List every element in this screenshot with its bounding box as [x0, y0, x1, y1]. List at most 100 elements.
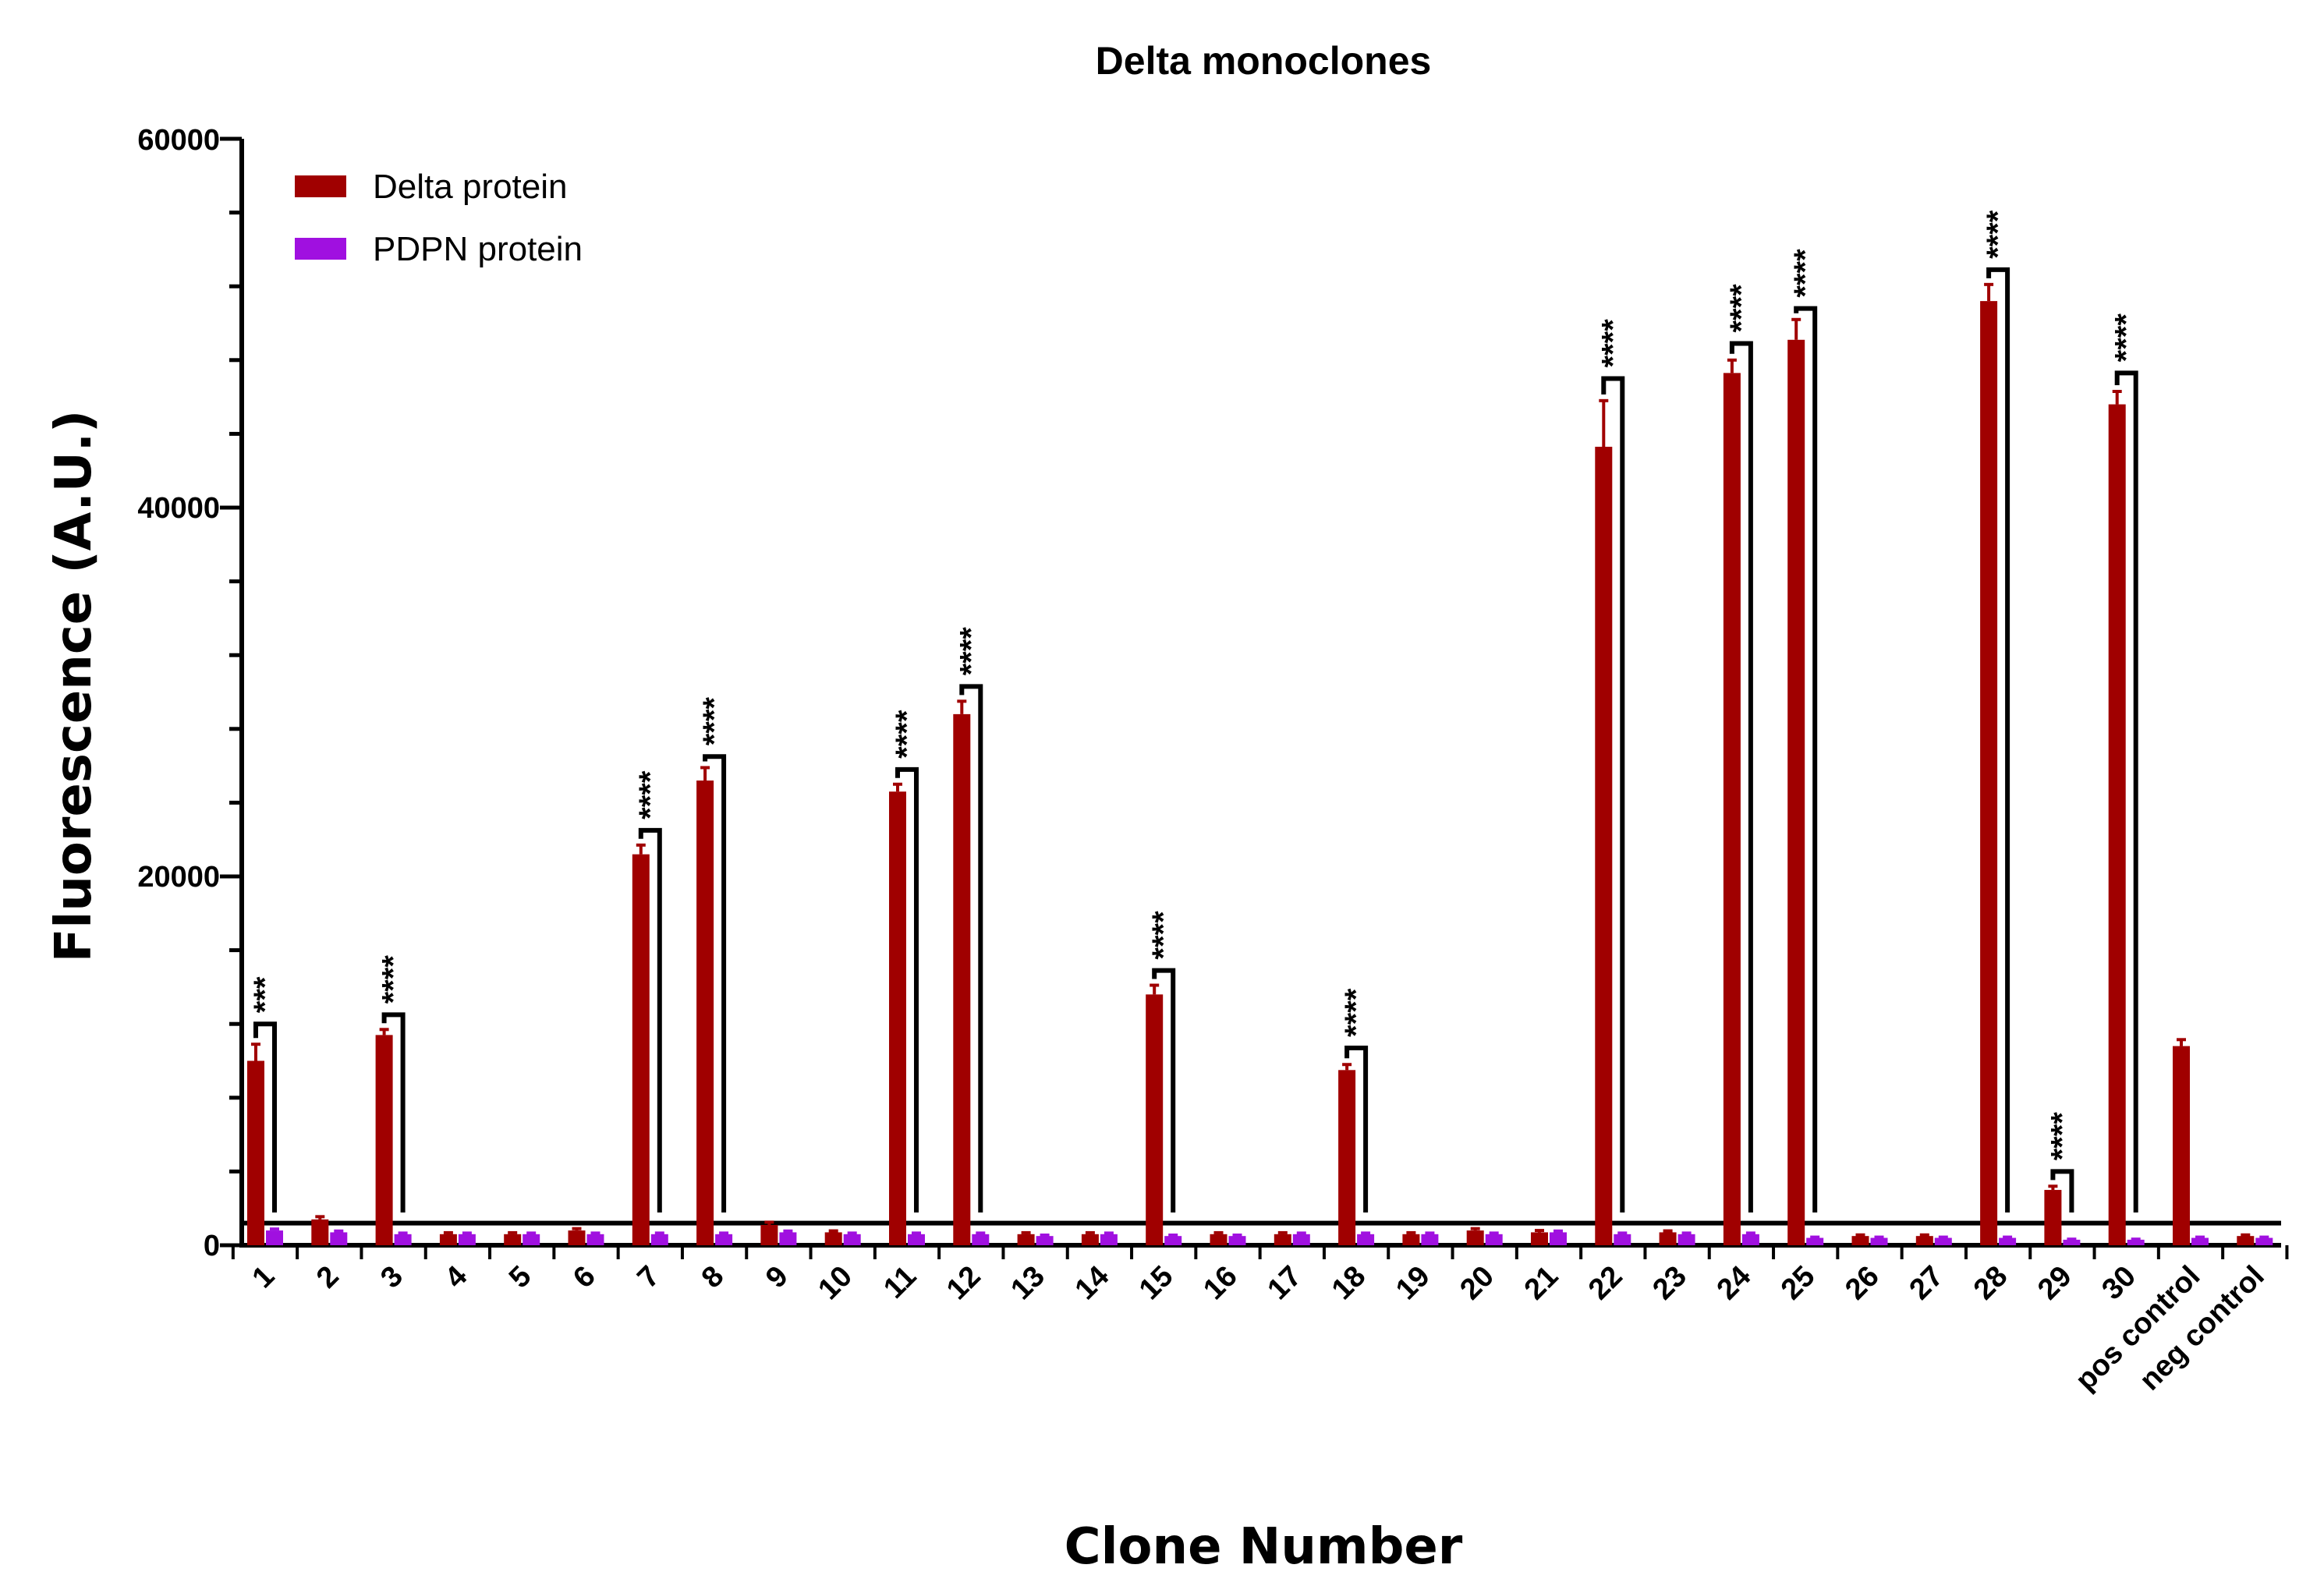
bar-pdpn [715, 1234, 733, 1245]
bar-pdpn [1292, 1234, 1310, 1245]
bar-delta [2108, 404, 2126, 1245]
x-tick-label: 3 [374, 1260, 409, 1295]
y-tick-label: 40000 [137, 492, 220, 525]
x-tick-label: 29 [2032, 1260, 2078, 1307]
bar-pdpn [1228, 1236, 1246, 1245]
bar-pdpn [266, 1230, 283, 1245]
bar-delta [1659, 1232, 1677, 1245]
legend-label-delta: Delta protein [373, 168, 567, 206]
significance-bracket [638, 827, 662, 1212]
bar-delta [632, 854, 650, 1245]
x-tick-label: 13 [1004, 1260, 1051, 1307]
bar-delta [1723, 373, 1741, 1246]
bar-pdpn [394, 1234, 412, 1245]
x-tick-label: 30 [2095, 1260, 2142, 1307]
significance-bracket [895, 766, 919, 1212]
significance-bracket [959, 684, 983, 1212]
x-axis-tick-labels: 1 2 3 4 5 6 7 8 9 10 11 12 13 14 15 16 17 18 19 20 21 22 23 24 2… [246, 1260, 2271, 1397]
significance-label: *** [248, 976, 282, 1013]
x-tick-label: 17 [1262, 1260, 1309, 1307]
bar-pdpn [779, 1232, 797, 1245]
bar-pdpn [458, 1234, 476, 1245]
bar-delta [311, 1219, 329, 1245]
significance-bracket [1986, 267, 2010, 1212]
bar-delta [1274, 1234, 1291, 1245]
x-tick-label: 9 [760, 1260, 795, 1295]
significance-label: **** [1788, 249, 1823, 298]
significance-bracket [1152, 968, 1176, 1212]
significance-bracket [2114, 370, 2138, 1212]
bar-pdpn [1550, 1232, 1567, 1245]
bar-pdpn [1357, 1234, 1375, 1245]
x-tick-label: 22 [1582, 1260, 1629, 1307]
significance-label: **** [954, 627, 988, 676]
x-tick-label: 18 [1326, 1260, 1373, 1307]
y-tick-label: 20000 [137, 861, 220, 894]
bar-pdpn [1934, 1237, 1952, 1245]
axes [220, 136, 2289, 1259]
significance-bracket [1601, 376, 1625, 1212]
x-tick-label: 14 [1069, 1260, 1116, 1307]
bar-pdpn [1870, 1237, 1888, 1245]
x-tick-label: 24 [1711, 1260, 1758, 1307]
significance-label: **** [633, 770, 668, 820]
bar-delta [568, 1230, 586, 1245]
bar-delta [760, 1224, 778, 1245]
significance-label: **** [890, 710, 924, 759]
x-axis-label: Clone Number [1065, 1518, 1463, 1576]
bar-pdpn [1806, 1237, 1824, 1245]
y-axis-tick-labels: 0 20000 40000 60000 [137, 124, 220, 1262]
bar-pdpn [2063, 1239, 2081, 1245]
legend-label-pdpn: PDPN protein [373, 230, 583, 268]
significance-label: **** [2110, 313, 2144, 363]
bar-pdpn [1614, 1234, 1631, 1245]
bar-delta [1146, 994, 1164, 1245]
significance-label: **** [1146, 911, 1181, 960]
bar-pdpn [1164, 1236, 1182, 1245]
bar-delta [1081, 1234, 1099, 1245]
bar-pdpn [972, 1234, 990, 1245]
bar-pdpn [1421, 1234, 1439, 1245]
x-tick-label: 16 [1197, 1260, 1244, 1307]
significance-bracket [253, 1021, 277, 1212]
bar-delta [1210, 1234, 1228, 1245]
bar-pdpn [2255, 1237, 2273, 1245]
significance-label: **** [1596, 319, 1630, 368]
significance-bracket [1729, 341, 1753, 1212]
bar-pdpn [843, 1234, 861, 1245]
bar-delta [953, 713, 971, 1245]
bar-delta [1851, 1236, 1869, 1245]
y-axis-label: Fluorescence (A.U.) [45, 410, 103, 963]
x-tick-label: 11 [877, 1260, 923, 1305]
x-tick-label: 21 [1518, 1260, 1565, 1307]
bar-delta [2237, 1236, 2255, 1245]
x-tick-label: 28 [1968, 1260, 2014, 1307]
bar-delta [247, 1060, 264, 1245]
legend-swatch-delta [295, 175, 346, 197]
x-tick-label: 23 [1646, 1260, 1693, 1307]
bar-pdpn [1677, 1234, 1695, 1245]
x-tick-label: 1 [246, 1260, 282, 1295]
significance-bracket [1344, 1045, 1369, 1212]
x-tick-label: 19 [1390, 1260, 1437, 1307]
y-tick-label: 0 [204, 1230, 220, 1262]
bar-pdpn [523, 1234, 540, 1245]
bar-delta [1466, 1230, 1484, 1245]
x-tick-label: 12 [941, 1260, 987, 1307]
significance-label: **** [1339, 988, 1373, 1037]
bar-delta [1338, 1070, 1356, 1245]
x-tick-label: 8 [696, 1260, 731, 1295]
bar-pdpn [586, 1234, 604, 1245]
bar-pdpn [2191, 1237, 2209, 1245]
bar-delta [824, 1232, 842, 1245]
x-tick-label: 7 [632, 1260, 667, 1295]
bar-delta [1402, 1234, 1420, 1245]
bar-pdpn [1036, 1236, 1054, 1245]
bar-pdpn [330, 1232, 348, 1245]
bar-delta [504, 1234, 522, 1245]
significance-bracket [381, 1012, 406, 1212]
bar-delta [1787, 339, 1805, 1245]
bar-pdpn [1999, 1237, 2017, 1245]
significance-bracket [2050, 1169, 2074, 1212]
significance-label: **** [1981, 210, 2015, 259]
